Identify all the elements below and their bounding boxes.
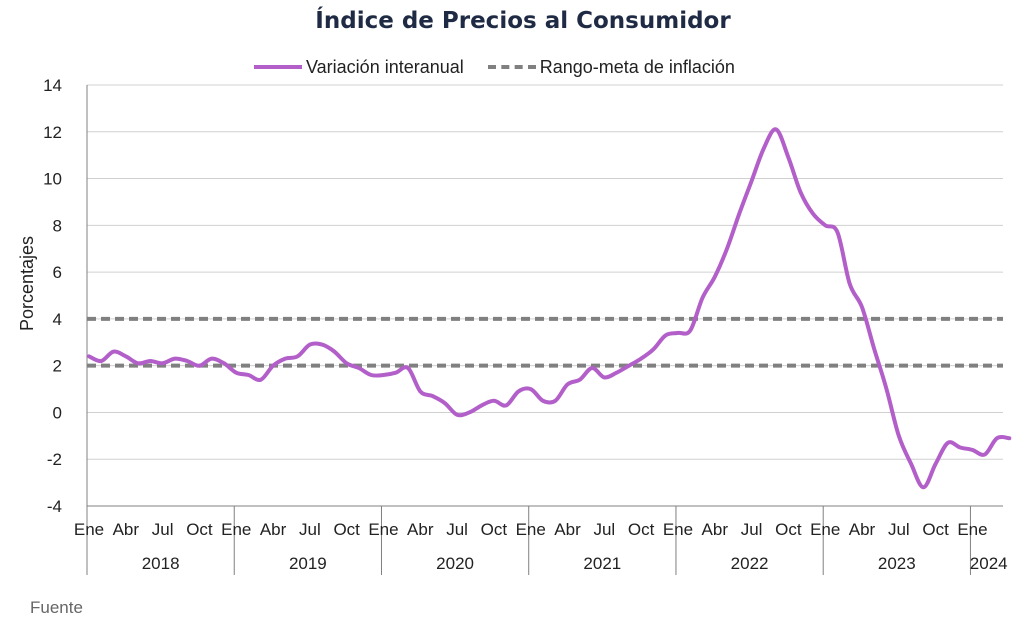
legend-item-rango-meta: Rango-meta de inflación: [487, 56, 735, 78]
x-tick-label: Abr: [849, 520, 876, 539]
y-tick-label: 0: [53, 403, 62, 422]
chart-title: Índice de Precios al Consumidor: [315, 8, 731, 34]
x-tick-label: Ene: [810, 520, 840, 539]
x-tick-label: Oct: [333, 520, 360, 539]
x-tick-label: Ene: [221, 520, 251, 539]
y-tick-label: 2: [53, 357, 62, 376]
y-tick-label: 10: [43, 170, 62, 189]
x-tick-label: Jul: [888, 520, 910, 539]
x-tick-label: Ene: [516, 520, 546, 539]
y-tick-label: 4: [53, 310, 62, 329]
chart-legend: Variación interanual Rango-meta de infla…: [254, 55, 759, 79]
x-year-label: 2019: [289, 554, 327, 573]
x-tick-label: Oct: [628, 520, 655, 539]
tick-labels: 14 12 10 8 6 4 2 0 -2 -4 Porcentajes Ene Abr Jul Oct 20…: [17, 76, 1008, 573]
x-year-label: 2020: [436, 554, 474, 573]
x-tick-label: Oct: [775, 520, 802, 539]
y-tick-label: -2: [47, 450, 62, 469]
x-year-label: 2023: [878, 554, 916, 573]
x-tick-label: Jul: [299, 520, 321, 539]
x-tick-label: Oct: [922, 520, 949, 539]
x-year-label: 2022: [731, 554, 769, 573]
x-tick-label: Oct: [481, 520, 508, 539]
x-tick-label: Jul: [446, 520, 468, 539]
y-axis-label: Porcentajes: [17, 236, 37, 331]
x-tick-label: Jul: [152, 520, 174, 539]
legend-label-rango-meta: Rango-meta de inflación: [539, 56, 735, 77]
x-tick-label: Abr: [260, 520, 287, 539]
y-tick-label: 6: [53, 263, 62, 282]
y-tick-label: 14: [43, 76, 62, 95]
series-line-variacion-interanual: [87, 127, 1012, 490]
target-range-lines: [87, 316, 1003, 368]
x-tick-label: Oct: [186, 520, 213, 539]
x-tick-label: Ene: [957, 520, 987, 539]
x-tick-label: Ene: [74, 520, 104, 539]
y-tick-label: -4: [47, 497, 62, 516]
legend-swatch-dashed: [487, 65, 536, 69]
x-tick-label: Jul: [741, 520, 763, 539]
legend-swatch-solid: [254, 65, 302, 69]
x-year-label: 2021: [583, 554, 621, 573]
x-tick-label: Ene: [368, 520, 398, 539]
x-tick-label: Jul: [593, 520, 615, 539]
y-tick-label: 8: [53, 216, 62, 235]
x-tick-label: Abr: [407, 520, 434, 539]
legend-label-variacion: Variación interanual: [306, 56, 464, 77]
source-note: Fuente: [30, 598, 83, 617]
x-year-label: 2024: [970, 554, 1008, 573]
x-tick-label: Abr: [113, 520, 140, 539]
x-tick-label: Abr: [554, 520, 581, 539]
x-tick-label: Ene: [663, 520, 693, 539]
series-layer: [87, 127, 1012, 490]
axes: [86, 85, 1003, 575]
x-tick-label: Abr: [702, 520, 729, 539]
legend-item-variacion: Variación interanual: [254, 57, 464, 78]
x-year-label: 2018: [142, 554, 180, 573]
y-tick-label: 12: [43, 123, 62, 142]
